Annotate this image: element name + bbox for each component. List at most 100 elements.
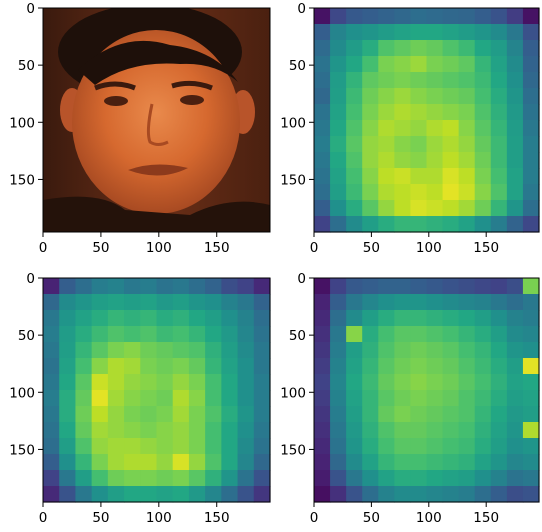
heatmap-2-cell bbox=[107, 406, 125, 423]
heatmap-1-cell bbox=[506, 72, 524, 89]
heatmap-3-cell bbox=[346, 486, 363, 503]
heatmap-3-cell bbox=[314, 390, 331, 407]
face-photo-frame bbox=[42, 7, 271, 233]
heatmap-2-cell bbox=[156, 390, 174, 407]
heatmap-1-cell bbox=[490, 216, 508, 233]
heatmap-2-cell bbox=[43, 422, 60, 439]
heatmap-2-frame bbox=[42, 277, 271, 503]
heatmap-2-cell bbox=[156, 278, 174, 295]
heatmap-2-cell bbox=[188, 390, 206, 407]
heatmap-2-cell bbox=[156, 342, 174, 359]
heatmap-1-cell bbox=[394, 152, 412, 169]
heatmap-3-cell bbox=[378, 358, 395, 375]
heatmap-3-cell bbox=[346, 358, 363, 375]
heatmap-1-cell bbox=[442, 88, 460, 105]
heatmap-3-cell bbox=[442, 438, 460, 455]
heatmap-1-cell bbox=[410, 184, 428, 201]
heatmap-2-cell bbox=[140, 470, 158, 487]
heatmap-2-cell bbox=[140, 454, 158, 471]
heatmap-2-cell bbox=[140, 422, 158, 439]
heatmap-2-cell bbox=[91, 294, 109, 311]
heatmap-2-cell bbox=[237, 406, 255, 423]
heatmap-3-cell bbox=[426, 454, 444, 471]
heatmap-3-cell bbox=[506, 438, 524, 455]
heatmap-3-cell bbox=[490, 358, 508, 375]
heatmap-2-cell bbox=[75, 374, 93, 391]
heatmap-3-xtick-label: 0 bbox=[310, 510, 319, 526]
heatmap-1-cell bbox=[442, 168, 460, 185]
heatmap-1-cell bbox=[362, 152, 379, 169]
heatmap-3-cell bbox=[346, 294, 363, 311]
heatmap-2-cell bbox=[172, 454, 190, 471]
heatmap-1-cell bbox=[346, 8, 363, 25]
heatmap-2-cell bbox=[43, 310, 60, 327]
heatmap-3-cell bbox=[314, 406, 331, 423]
heatmap-2-cell bbox=[91, 342, 109, 359]
heatmap-2-cell bbox=[75, 294, 93, 311]
heatmap-1-cell bbox=[490, 168, 508, 185]
heatmap-2-cell bbox=[107, 278, 125, 295]
heatmap-1-axes: 0 50 100 150 0 50 100 150 bbox=[280, 1, 499, 256]
heatmap-1-cell bbox=[362, 88, 379, 105]
heatmap-2-cell bbox=[140, 406, 158, 423]
heatmap-3-cell bbox=[426, 374, 444, 391]
heatmap-3-cell bbox=[426, 278, 444, 295]
heatmap-3-cell bbox=[394, 294, 412, 311]
heatmap-1-cell bbox=[522, 216, 540, 233]
heatmap-1-cell bbox=[330, 136, 347, 153]
heatmap-2-cell bbox=[172, 278, 190, 295]
heatmap-1-xtick-label: 50 bbox=[363, 240, 380, 256]
heatmap-2-cell bbox=[188, 454, 206, 471]
heatmap-3-cell bbox=[490, 326, 508, 343]
heatmap-2-cell bbox=[221, 294, 239, 311]
heatmap-3-cell bbox=[474, 486, 492, 503]
heatmap-2-cell bbox=[172, 486, 190, 503]
heatmap-1-cell bbox=[394, 104, 412, 121]
heatmap-3-cell bbox=[442, 390, 460, 407]
heatmap-1-cell bbox=[490, 104, 508, 121]
heatmap-3-cell bbox=[522, 374, 540, 391]
heatmap-2-cell bbox=[140, 310, 158, 327]
heatmap-2-cell bbox=[107, 326, 125, 343]
heatmap-1-cell bbox=[442, 216, 460, 233]
heatmap-3-cell bbox=[346, 406, 363, 423]
heatmap-1-cell bbox=[442, 184, 460, 201]
heatmap-3-cell bbox=[522, 326, 540, 343]
heatmap-3-cell bbox=[362, 406, 379, 423]
heatmap-2-cell bbox=[124, 438, 141, 455]
heatmap-1-cell bbox=[362, 168, 379, 185]
heatmap-1-cell bbox=[442, 120, 460, 137]
heatmap-1-cell bbox=[474, 72, 492, 89]
heatmap-2-cell bbox=[107, 358, 125, 375]
heatmap-1-cell bbox=[490, 152, 508, 169]
heatmap-1-cell bbox=[410, 152, 428, 169]
heatmap-1-cell bbox=[426, 168, 444, 185]
heatmap-3-cell bbox=[474, 326, 492, 343]
heatmap-2-cell bbox=[253, 438, 271, 455]
heatmap-1-cell bbox=[314, 168, 331, 185]
heatmap-3-cell bbox=[362, 342, 379, 359]
heatmap-1-cell bbox=[378, 104, 395, 121]
heatmap-2-cell bbox=[205, 278, 222, 295]
heatmap-1-cell bbox=[378, 8, 395, 25]
heatmap-1-cell bbox=[314, 136, 331, 153]
heatmap-3-cell bbox=[362, 486, 379, 503]
heatmap-3-cell bbox=[490, 438, 508, 455]
heatmap-3-cell bbox=[330, 422, 347, 439]
heatmap-3-cell bbox=[522, 470, 540, 487]
heatmap-2-cell bbox=[188, 438, 206, 455]
heatmap-1-cell bbox=[330, 152, 347, 169]
heatmap-3-cell bbox=[490, 486, 508, 503]
heatmap-1-cell bbox=[458, 56, 476, 73]
heatmap-1-cell bbox=[474, 184, 492, 201]
heatmap-3-cell bbox=[346, 470, 363, 487]
heatmap-2-cell bbox=[59, 278, 77, 295]
heatmap-1-cell bbox=[362, 200, 379, 217]
heatmap-1-cell bbox=[346, 216, 363, 233]
heatmap-2-cell bbox=[43, 470, 60, 487]
heatmap-1-cell bbox=[330, 56, 347, 73]
heatmap-2-cell bbox=[205, 454, 222, 471]
heatmap-1-cell bbox=[458, 216, 476, 233]
heatmap-2-cell bbox=[124, 358, 141, 375]
heatmap-3-cell bbox=[490, 374, 508, 391]
